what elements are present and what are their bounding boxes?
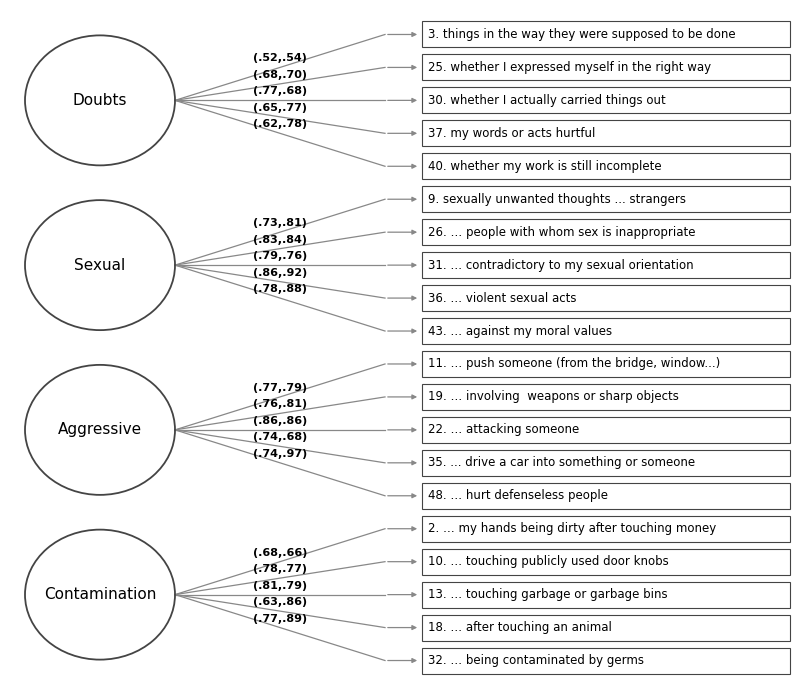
Text: 43. … against my moral values: 43. … against my moral values: [428, 325, 612, 338]
Text: 40. whether my work is still incomplete: 40. whether my work is still incomplete: [428, 160, 662, 173]
FancyBboxPatch shape: [422, 516, 790, 542]
FancyBboxPatch shape: [422, 615, 790, 641]
FancyBboxPatch shape: [422, 153, 790, 179]
FancyBboxPatch shape: [422, 450, 790, 476]
Text: (.86,.92): (.86,.92): [253, 267, 307, 278]
Text: (.77,.68): (.77,.68): [253, 86, 307, 96]
FancyBboxPatch shape: [422, 186, 790, 212]
Text: 22. … attacking someone: 22. … attacking someone: [428, 423, 579, 436]
FancyBboxPatch shape: [422, 548, 790, 575]
Text: 26. … people with whom sex is inappropriate: 26. … people with whom sex is inappropri…: [428, 226, 695, 238]
Text: 37. my words or acts hurtful: 37. my words or acts hurtful: [428, 127, 595, 140]
FancyBboxPatch shape: [422, 121, 790, 146]
Text: (.77,.79): (.77,.79): [253, 383, 307, 393]
FancyBboxPatch shape: [422, 648, 790, 674]
Text: (.73,.81): (.73,.81): [253, 218, 307, 228]
Text: 32. … being contaminated by germs: 32. … being contaminated by germs: [428, 654, 644, 667]
FancyBboxPatch shape: [422, 483, 790, 508]
Text: Aggressive: Aggressive: [58, 422, 142, 438]
FancyBboxPatch shape: [422, 54, 790, 81]
Text: 9. sexually unwanted thoughts ... strangers: 9. sexually unwanted thoughts ... strang…: [428, 193, 686, 206]
Text: (.68,.70): (.68,.70): [253, 70, 307, 80]
Text: Doubts: Doubts: [73, 93, 127, 108]
Text: (.76,.81): (.76,.81): [253, 400, 307, 409]
Text: (.63,.86): (.63,.86): [253, 597, 307, 607]
Text: (.77,.89): (.77,.89): [253, 614, 307, 624]
FancyBboxPatch shape: [422, 351, 790, 377]
Text: 25. whether I expressed myself in the right way: 25. whether I expressed myself in the ri…: [428, 61, 711, 74]
Text: Sexual: Sexual: [74, 258, 126, 273]
Text: 36. … violent sexual acts: 36. … violent sexual acts: [428, 291, 577, 305]
Text: (.79,.76): (.79,.76): [253, 251, 307, 261]
Text: (.81,.79): (.81,.79): [253, 581, 307, 590]
Text: (.83,.84): (.83,.84): [253, 235, 307, 245]
FancyBboxPatch shape: [422, 417, 790, 443]
Text: 10. … touching publicly used door knobs: 10. … touching publicly used door knobs: [428, 555, 669, 568]
Text: Contamination: Contamination: [44, 587, 156, 602]
Text: (.68,.66): (.68,.66): [253, 548, 307, 557]
Text: 19. … involving  weapons or sharp objects: 19. … involving weapons or sharp objects: [428, 391, 679, 404]
Text: 31. … contradictory to my sexual orientation: 31. … contradictory to my sexual orienta…: [428, 258, 694, 271]
Text: (.78,.77): (.78,.77): [253, 564, 307, 574]
Text: (.74,.97): (.74,.97): [253, 449, 307, 459]
Text: (.52,.54): (.52,.54): [253, 54, 307, 63]
Text: 30. whether I actually carried things out: 30. whether I actually carried things ou…: [428, 94, 666, 107]
FancyBboxPatch shape: [422, 318, 790, 344]
FancyBboxPatch shape: [422, 21, 790, 48]
FancyBboxPatch shape: [422, 219, 790, 245]
Text: (.78,.88): (.78,.88): [253, 284, 307, 294]
Text: (.86,.86): (.86,.86): [253, 416, 307, 426]
FancyBboxPatch shape: [422, 384, 790, 410]
Text: (.74,.68): (.74,.68): [253, 433, 307, 442]
Text: 13. … touching garbage or garbage bins: 13. … touching garbage or garbage bins: [428, 588, 668, 601]
Text: 2. … my hands being dirty after touching money: 2. … my hands being dirty after touching…: [428, 522, 716, 535]
Text: 3. things in the way they were supposed to be done: 3. things in the way they were supposed …: [428, 28, 736, 41]
FancyBboxPatch shape: [422, 582, 790, 608]
FancyBboxPatch shape: [422, 252, 790, 278]
Text: 11. … push someone (from the bridge, window...): 11. … push someone (from the bridge, win…: [428, 358, 720, 371]
Text: (.65,.77): (.65,.77): [253, 103, 307, 113]
FancyBboxPatch shape: [422, 285, 790, 311]
Text: 48. … hurt defenseless people: 48. … hurt defenseless people: [428, 489, 608, 502]
FancyBboxPatch shape: [422, 88, 790, 114]
Text: 35. ... drive a car into something or someone: 35. ... drive a car into something or so…: [428, 456, 695, 469]
Text: (.62,.78): (.62,.78): [253, 119, 307, 130]
Text: 18. … after touching an animal: 18. … after touching an animal: [428, 621, 612, 634]
